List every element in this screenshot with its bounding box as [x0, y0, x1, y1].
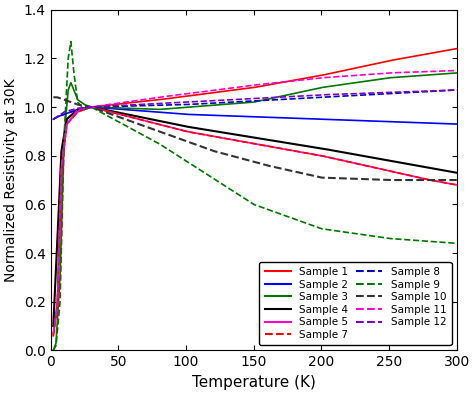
Y-axis label: Normalized Resistivity at 30K: Normalized Resistivity at 30K: [4, 78, 18, 282]
X-axis label: Temperature (K): Temperature (K): [191, 375, 316, 390]
Legend: Sample 1, Sample 2, Sample 3, Sample 4, Sample 5, Sample 7, Sample 8, Sample 9, : Sample 1, Sample 2, Sample 3, Sample 4, …: [259, 262, 452, 345]
